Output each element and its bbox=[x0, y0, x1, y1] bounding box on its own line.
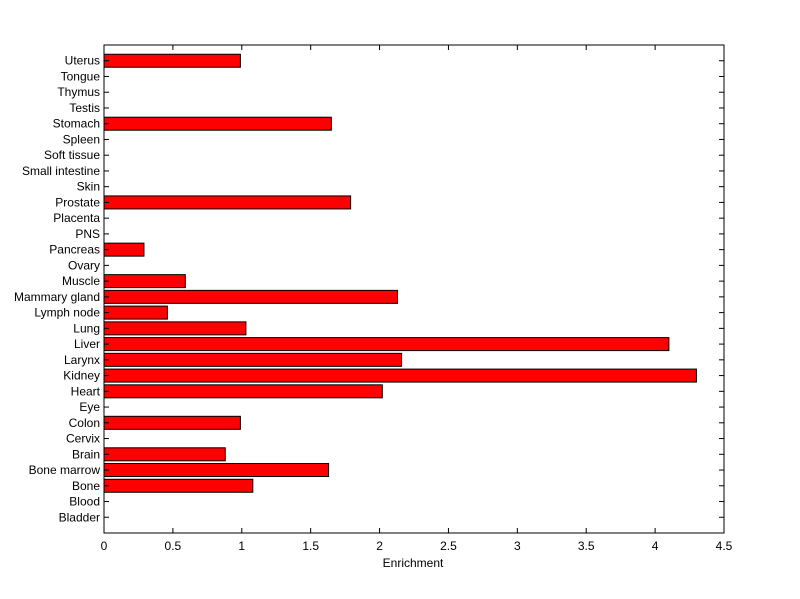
y-tick-label-lymph-node: Lymph node bbox=[34, 306, 100, 320]
y-tick-label-liver: Liver bbox=[74, 337, 100, 351]
y-tick-label-spleen: Spleen bbox=[63, 132, 100, 146]
y-tick-label-ovary: Ovary bbox=[68, 258, 100, 272]
x-tick-label-0: 0 bbox=[101, 539, 108, 553]
y-tick-label-brain: Brain bbox=[72, 447, 100, 461]
x-tick-label-4: 4 bbox=[652, 539, 659, 553]
y-tick-label-prostate: Prostate bbox=[55, 195, 100, 209]
bar-liver bbox=[103, 337, 670, 352]
y-tick-label-lung: Lung bbox=[73, 321, 100, 335]
y-tick-label-pns: PNS bbox=[75, 227, 100, 241]
y-tick-label-testis: Testis bbox=[69, 101, 100, 115]
y-tick-label-bone-marrow: Bone marrow bbox=[29, 463, 101, 477]
y-tick-label-heart: Heart bbox=[71, 384, 101, 398]
y-tick-label-small-intestine: Small intestine bbox=[22, 164, 100, 178]
bar-heart bbox=[103, 384, 383, 399]
x-axis-label: Enrichment bbox=[383, 556, 444, 570]
bar-brain bbox=[103, 447, 226, 462]
y-tick-label-mammary-gland: Mammary gland bbox=[14, 290, 100, 304]
y-tick-label-soft-tissue: Soft tissue bbox=[44, 148, 100, 162]
x-tick-label-3-5: 3.5 bbox=[578, 539, 595, 553]
bar-kidney bbox=[103, 368, 697, 383]
x-tick-label-2: 2 bbox=[376, 539, 383, 553]
y-tick-label-skin: Skin bbox=[77, 180, 100, 194]
x-tick-label-0-5: 0.5 bbox=[165, 539, 182, 553]
bar-mammary-gland bbox=[103, 289, 398, 304]
bar-colon bbox=[103, 415, 241, 430]
bar-bone-marrow bbox=[103, 463, 330, 478]
x-ticks-group: 0 0.5 1 1.5 2 2.5 3 3.5 4 4.5 bbox=[101, 45, 733, 553]
x-tick-label-1-5: 1.5 bbox=[302, 539, 319, 553]
bar-prostate bbox=[103, 195, 352, 210]
bars-group bbox=[103, 53, 697, 493]
y-tick-label-bone: Bone bbox=[72, 479, 100, 493]
y-tick-label-blood: Blood bbox=[69, 495, 100, 509]
y-tick-label-cervix: Cervix bbox=[66, 432, 100, 446]
y-tick-label-colon: Colon bbox=[69, 416, 100, 430]
bar-lymph-node bbox=[103, 305, 168, 320]
x-tick-label-2-5: 2.5 bbox=[440, 539, 457, 553]
bar-muscle bbox=[103, 274, 186, 289]
bar-stomach bbox=[103, 116, 332, 131]
y-tick-label-larynx: Larynx bbox=[64, 353, 100, 367]
bar-lung bbox=[103, 321, 247, 336]
y-tick-label-placenta: Placenta bbox=[53, 211, 100, 225]
y-tick-label-tongue: Tongue bbox=[61, 69, 101, 83]
x-tick-label-3: 3 bbox=[514, 539, 521, 553]
y-tick-label-muscle: Muscle bbox=[62, 274, 100, 288]
y-tick-label-thymus: Thymus bbox=[57, 85, 100, 99]
y-tick-label-pancreas: Pancreas bbox=[49, 243, 100, 257]
x-tick-label-1: 1 bbox=[238, 539, 245, 553]
bar-larynx bbox=[103, 352, 403, 367]
bar-bone bbox=[103, 478, 254, 493]
y-tick-label-eye: Eye bbox=[79, 400, 100, 414]
y-tick-label-bladder: Bladder bbox=[59, 510, 100, 524]
y-tick-label-uterus: Uterus bbox=[65, 54, 100, 68]
bar-pancreas bbox=[103, 242, 145, 257]
x-tick-label-4-5: 4.5 bbox=[716, 539, 733, 553]
y-tick-label-kidney: Kidney bbox=[63, 369, 100, 383]
y-tick-label-stomach: Stomach bbox=[53, 117, 100, 131]
bar-uterus bbox=[103, 53, 241, 68]
